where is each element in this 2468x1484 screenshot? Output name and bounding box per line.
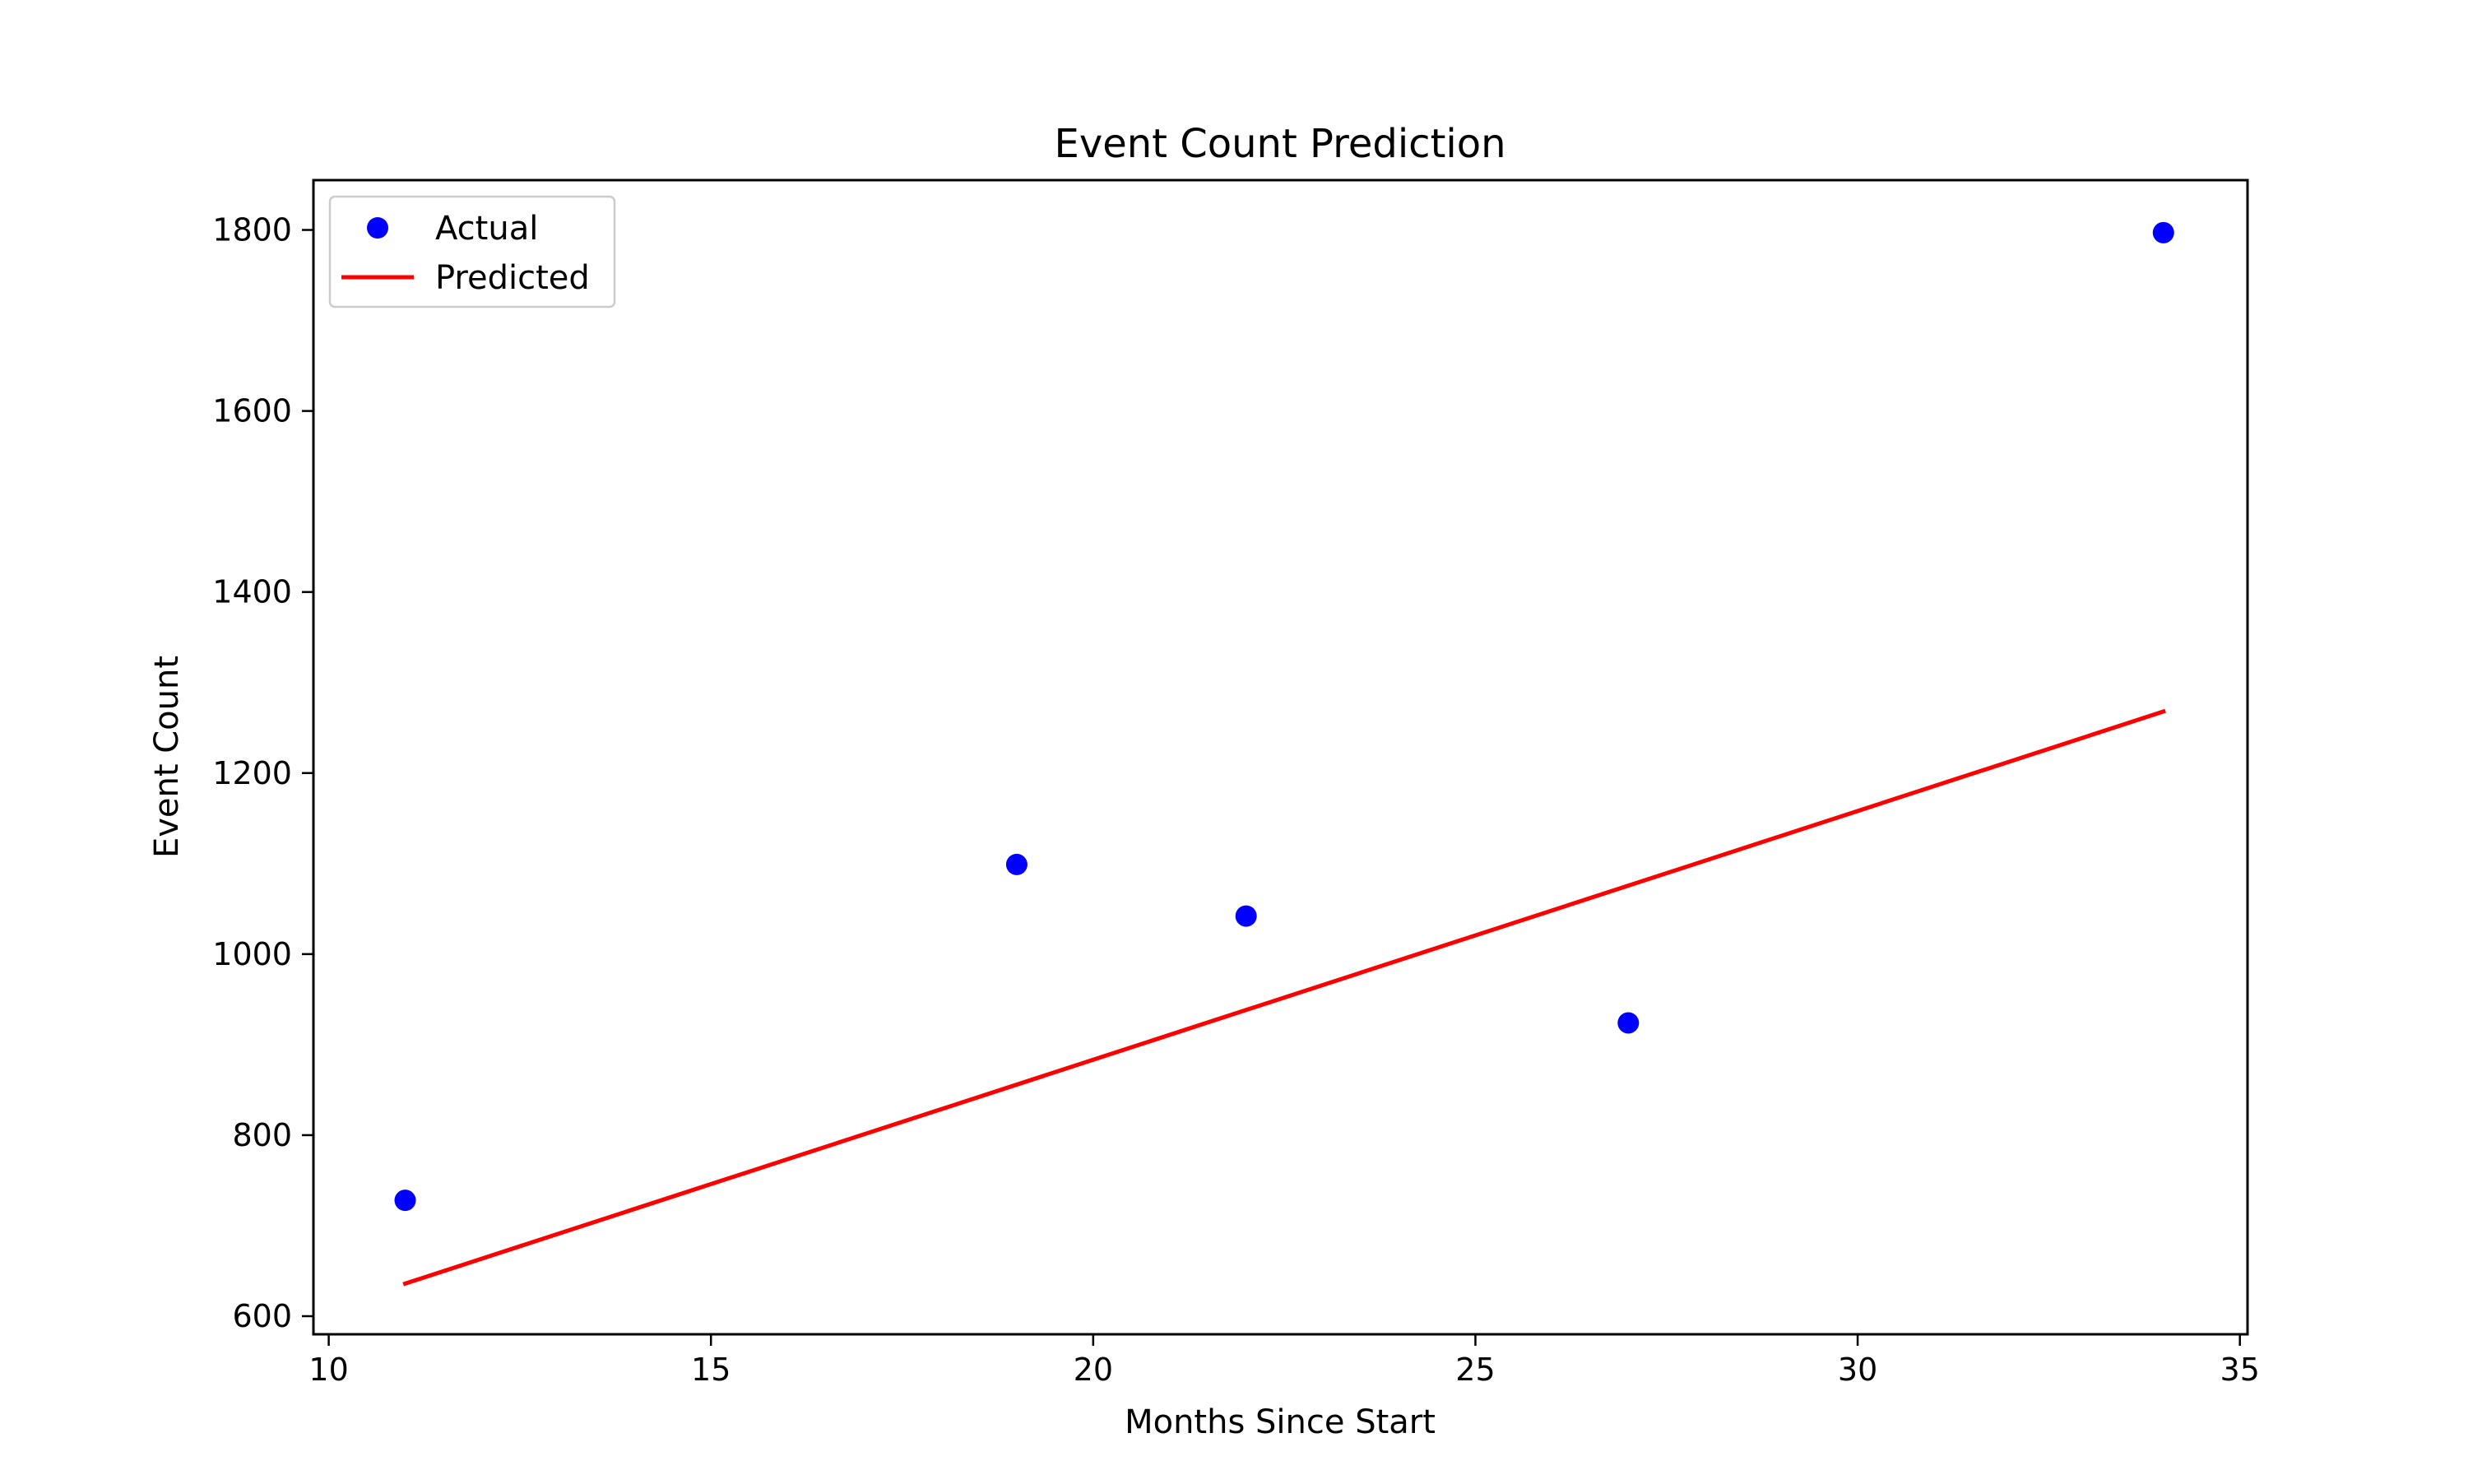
plot-frame <box>312 179 2249 1336</box>
y-tick-label-1000: 1000 <box>212 936 292 972</box>
x-axis-label: Months Since Start <box>1125 1403 1436 1441</box>
actual-point-5 <box>2152 221 2174 243</box>
x-tick-label-30: 30 <box>1838 1352 1877 1388</box>
chart-title: Event Count Prediction <box>1054 121 1505 167</box>
x-tick-label-25: 25 <box>1455 1352 1495 1388</box>
x-tick-label-10: 10 <box>308 1352 348 1388</box>
legend-label-predicted: Predicted <box>435 259 590 297</box>
legend-label-actual: Actual <box>435 210 538 248</box>
y-tick-label-800: 800 <box>232 1117 292 1153</box>
actual-point-4 <box>1617 1012 1640 1034</box>
predicted-line <box>402 708 2166 1287</box>
actual-point-3 <box>1235 905 1257 927</box>
actual-point-2 <box>1005 853 1028 875</box>
y-tick-label-1400: 1400 <box>212 574 292 610</box>
x-tick-label-35: 35 <box>2220 1352 2260 1388</box>
legend-marker-actual <box>367 217 388 239</box>
x-tick-label-15: 15 <box>691 1352 731 1388</box>
x-tick-label-20: 20 <box>1074 1352 1113 1388</box>
plot-area: 10 15 20 25 30 35 600 800 1000 1200 1400 1600 1800 Ac… <box>212 179 2260 1388</box>
y-tick-label-1200: 1200 <box>212 755 292 791</box>
actual-point-1 <box>394 1190 416 1212</box>
y-tick-label-1800: 1800 <box>212 212 292 248</box>
y-tick-label-600: 600 <box>232 1298 292 1334</box>
y-tick-label-1600: 1600 <box>212 393 292 429</box>
y-axis-label: Event Count <box>148 656 186 858</box>
